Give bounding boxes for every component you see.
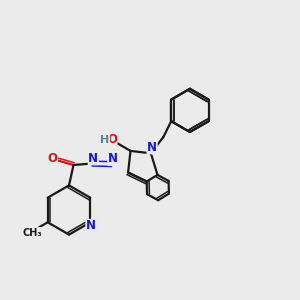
Text: O: O	[107, 133, 117, 146]
Text: CH₃: CH₃	[23, 227, 43, 238]
Text: N: N	[147, 141, 157, 154]
Text: N: N	[88, 152, 98, 165]
Text: O: O	[47, 152, 58, 166]
Text: H: H	[100, 135, 109, 145]
Text: N: N	[86, 219, 96, 232]
Text: N: N	[108, 152, 118, 165]
